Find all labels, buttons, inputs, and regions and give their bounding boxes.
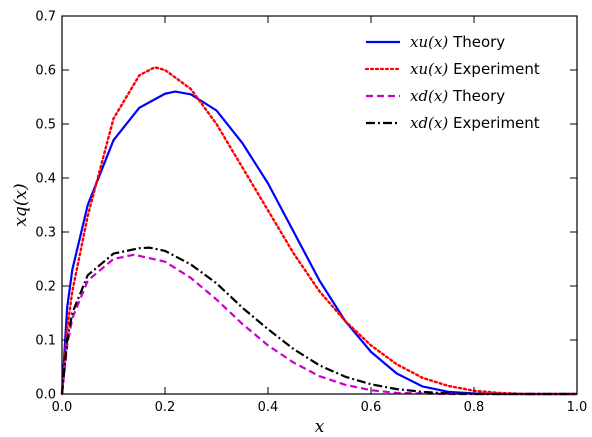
x-axis-title: x: [315, 417, 325, 437]
legend-math-3: xd(x): [410, 114, 448, 132]
y-tick-label: 0.2: [35, 280, 56, 295]
ticks-layer: 0.0 0.2 0.4 0.6 0.8 1.0 0.0 0.1 0.2 0.3 0.4 0.5 0.6 0…: [35, 10, 587, 416]
series-line-2: [60, 253, 577, 396]
legend-label-1: xu(x) Experiment: [410, 60, 540, 78]
plot-frame: [61, 15, 578, 395]
y-tick-label: 0.5: [35, 118, 56, 133]
y-tick-label: 0.1: [35, 334, 56, 349]
series-line-3: [60, 246, 577, 396]
series-layer: [60, 66, 579, 396]
y-axis-title: xq(x): [11, 183, 31, 226]
x-tick-label: 0.8: [464, 400, 485, 415]
x-tick-label: 0.2: [155, 400, 176, 415]
legend-math-0: xu(x): [410, 33, 448, 51]
series-line-1: [60, 66, 579, 396]
legend-label-0: xu(x) Theory: [410, 33, 505, 51]
legend-text-0: Theory: [448, 33, 505, 51]
legend-label-2: xd(x) Theory: [410, 87, 505, 105]
y-tick-label: 0.6: [35, 64, 56, 79]
legend-text-3: Experiment: [448, 114, 540, 132]
legend-label-3: xd(x) Experiment: [410, 114, 540, 132]
x-tick-label: 0.0: [52, 400, 73, 415]
x-tick-label: 0.4: [258, 400, 279, 415]
legend-math-1: xu(x): [410, 60, 448, 78]
y-tick-label: 0.7: [35, 10, 56, 25]
legend-text-2: Theory: [448, 87, 505, 105]
y-tick-label: 0.4: [35, 172, 56, 187]
x-tick-label: 1.0: [567, 400, 588, 415]
legend-text-1: Experiment: [448, 60, 540, 78]
x-tick-label: 0.6: [361, 400, 382, 415]
series-line-0: [60, 90, 577, 396]
y-tick-label: 0.0: [35, 388, 56, 403]
legend-math-2: xd(x): [410, 87, 448, 105]
y-tick-label: 0.3: [35, 226, 56, 241]
